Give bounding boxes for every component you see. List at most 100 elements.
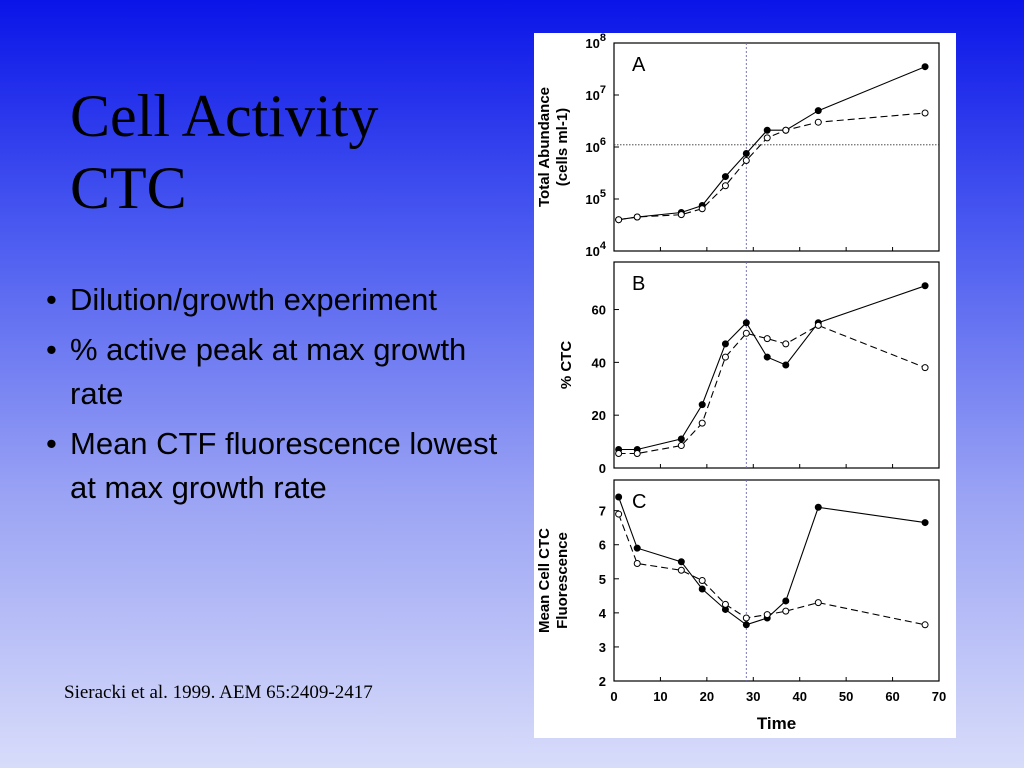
panel-C: C 2 3 4 5 6 7 Mean Cell CTC Fluorescence 0 10 20 30 4… <box>536 479 946 733</box>
data-point-open <box>782 126 790 134</box>
data-point-filled <box>763 126 771 134</box>
data-point-filled <box>921 519 929 527</box>
citation: Sieracki et al. 1999. AEM 65:2409-2417 <box>64 682 373 703</box>
data-point-filled <box>742 319 750 327</box>
x-tick-label: 60 <box>885 689 899 704</box>
y-tick-label: 105 <box>585 188 606 207</box>
data-point-open <box>677 566 685 574</box>
data-point-open <box>633 559 641 567</box>
data-point-open <box>921 621 929 629</box>
series-line-filled <box>618 285 926 451</box>
y-tick-label: 104 <box>585 240 606 259</box>
title-line-2: CTC <box>70 155 187 221</box>
y-tick-label: 40 <box>592 355 606 370</box>
data-point-filled <box>782 597 790 605</box>
x-tick-label: 10 <box>653 689 667 704</box>
x-tick-label: 20 <box>700 689 714 704</box>
data-point-filled <box>615 493 623 501</box>
data-point-filled <box>814 503 822 511</box>
data-point-open <box>921 364 929 372</box>
data-point-filled <box>677 558 685 566</box>
data-point-filled <box>782 361 790 369</box>
y-axis-label: % CTC <box>558 341 575 390</box>
bullet-item: % active peak at max growth rate <box>44 328 514 416</box>
data-point-filled <box>721 340 729 348</box>
y-axis-label: (cells ml-1) <box>554 108 571 186</box>
x-tick-label: 70 <box>932 689 946 704</box>
x-tick-label: 30 <box>746 689 760 704</box>
slide-title: Cell Activity CTC <box>70 80 500 224</box>
data-point-filled <box>742 621 750 629</box>
data-point-filled <box>677 435 685 443</box>
data-point-filled <box>921 282 929 290</box>
y-tick-label: 0 <box>599 461 606 476</box>
data-point-open <box>763 335 771 343</box>
y-tick-label: 106 <box>585 136 606 155</box>
data-point-open <box>633 213 641 221</box>
data-point-filled <box>698 401 706 409</box>
data-point-open <box>721 353 729 361</box>
y-tick-label: 20 <box>592 408 606 423</box>
data-point-open <box>782 340 790 348</box>
data-point-filled <box>921 63 929 71</box>
y-tick-label: 2 <box>599 674 606 689</box>
data-point-open <box>698 205 706 213</box>
data-point-open <box>677 442 685 450</box>
panel-A: A 104 105 106 107 108 Total Abundance (cells ml… <box>536 33 940 259</box>
panel-frame <box>613 479 940 682</box>
bullet-list: Dilution/growth experiment % active peak… <box>44 278 514 516</box>
title-line-1: Cell Activity <box>70 83 379 149</box>
figure-panel: A 104 105 106 107 108 Total Abundance (cells ml… <box>534 33 956 738</box>
series-line-filled <box>618 496 926 626</box>
data-point-open <box>721 182 729 190</box>
series-line-open <box>618 324 926 455</box>
panel-label: B <box>632 273 645 295</box>
x-axis-label: Time <box>757 714 796 733</box>
data-point-open <box>814 118 822 126</box>
data-point-open <box>742 614 750 622</box>
panel-frame <box>613 42 940 252</box>
x-tick-label: 0 <box>610 689 617 704</box>
panel-label: A <box>632 54 646 76</box>
series-line-filled <box>618 66 926 221</box>
x-tick-label: 40 <box>792 689 806 704</box>
y-axis-label: Fluorescence <box>554 532 571 629</box>
data-point-filled <box>633 544 641 552</box>
data-point-open <box>921 109 929 117</box>
y-axis-label: Total Abundance <box>536 87 553 207</box>
series-line-open <box>618 112 926 221</box>
data-point-filled <box>763 353 771 361</box>
data-point-open <box>814 321 822 329</box>
data-point-open <box>698 577 706 584</box>
data-point-open <box>814 599 822 607</box>
x-tick-label: 50 <box>839 689 853 704</box>
data-point-open <box>698 419 706 427</box>
y-tick-label: 3 <box>599 640 606 655</box>
data-point-open <box>677 211 685 219</box>
bullet-item: Dilution/growth experiment <box>44 278 514 322</box>
data-point-open <box>633 449 641 457</box>
data-point-open <box>615 449 623 457</box>
y-tick-label: 5 <box>599 572 606 587</box>
y-tick-label: 107 <box>585 84 606 103</box>
data-point-open <box>721 600 729 608</box>
data-point-filled <box>814 107 822 115</box>
y-axis-label: Mean Cell CTC <box>536 528 553 633</box>
y-tick-label: 6 <box>599 538 606 553</box>
data-point-filled <box>742 149 750 157</box>
series-line-open <box>618 513 926 626</box>
data-point-open <box>782 607 790 615</box>
data-point-open <box>742 329 750 337</box>
data-point-open <box>615 510 623 518</box>
panel-label: C <box>632 491 646 513</box>
y-tick-label: 60 <box>592 303 606 318</box>
data-point-filled <box>698 585 706 593</box>
y-tick-label: 108 <box>585 33 606 51</box>
data-point-open <box>763 611 771 619</box>
y-tick-label: 7 <box>599 504 606 519</box>
data-point-open <box>742 157 750 165</box>
panel-frame <box>613 261 940 469</box>
y-tick-label: 4 <box>599 606 607 621</box>
data-point-filled <box>721 173 729 181</box>
